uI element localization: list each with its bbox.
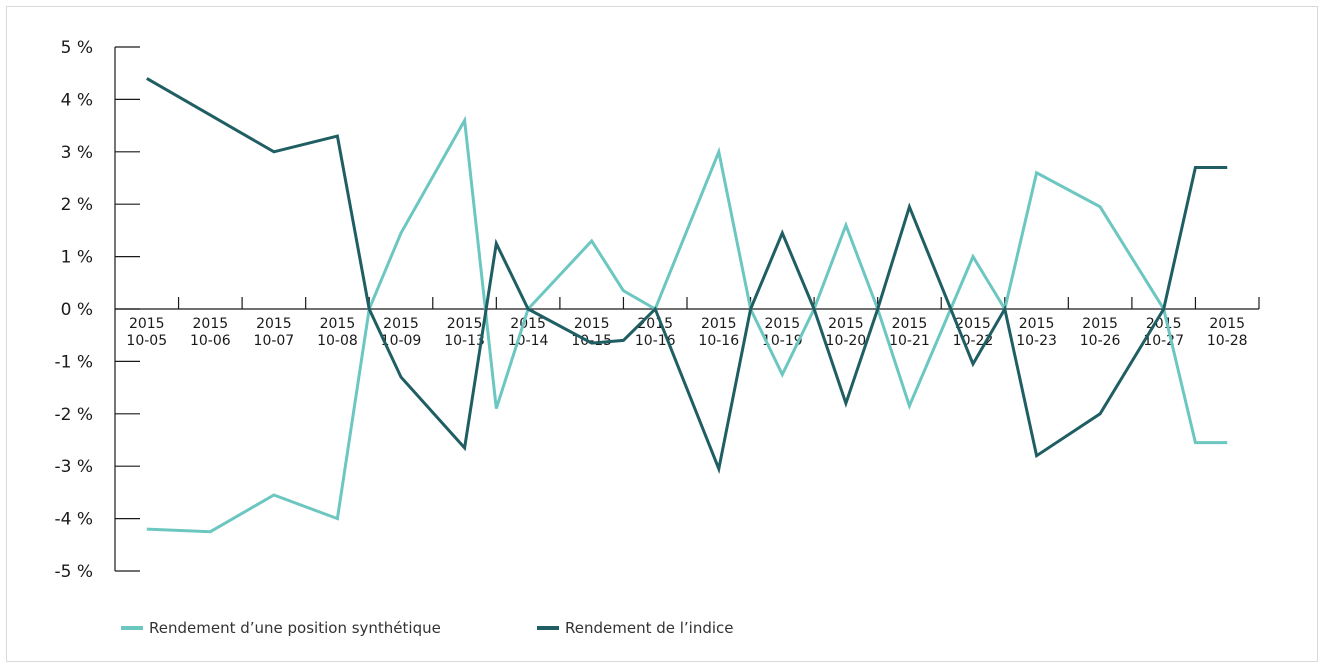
x-tick-label-date: 10-14 — [508, 333, 549, 349]
x-tick-label-year: 2015 — [1082, 316, 1118, 332]
y-tick-label: 3 % — [61, 143, 93, 163]
x-tick-label-date: 10-07 — [254, 333, 295, 349]
x-tick-label-date: 10-27 — [1143, 333, 1184, 349]
x-tick-label-year: 2015 — [129, 316, 165, 332]
x-tick-label-date: 10-05 — [126, 333, 167, 349]
x-tick-label-year: 2015 — [1019, 316, 1055, 332]
x-tick-label-year: 2015 — [256, 316, 292, 332]
y-tick-label: -1 % — [54, 352, 93, 372]
x-tick-label-date: 10-13 — [444, 333, 485, 349]
y-tick-label: 1 % — [61, 248, 93, 268]
legend-label-2: Rendement de l’indice — [565, 619, 734, 637]
x-tick-label-date: 10-23 — [1016, 333, 1057, 349]
series-line-1 — [146, 115, 1228, 534]
y-tick-label: -2 % — [54, 405, 93, 425]
y-tick-label: 4 % — [61, 90, 93, 110]
x-tick-label-date: 10-21 — [889, 333, 930, 349]
y-tick-label: 0 % — [61, 300, 93, 320]
x-tick-label-year: 2015 — [828, 316, 864, 332]
x-tick-label-year: 2015 — [637, 316, 673, 332]
y-tick-label: 5 % — [61, 38, 93, 58]
x-tick-label-date: 10-26 — [1080, 333, 1121, 349]
y-tick-label: -4 % — [54, 510, 93, 530]
x-tick-label-date: 10-20 — [826, 333, 867, 349]
y-axis: 5 % 4 % 3 % 2 % 1 % 0 % -1 % -2 % -3 % -4 % -5 % — [54, 38, 140, 582]
line-chart: 5 % 4 % 3 % 2 % 1 % 0 % -1 % -2 % -3 % -4 % -5 % 2… — [54, 38, 1260, 637]
y-tick-label: 2 % — [61, 195, 93, 215]
x-tick-label-year: 2015 — [1146, 316, 1182, 332]
series-line-2 — [146, 77, 1228, 475]
x-tick-label-year: 2015 — [1209, 316, 1245, 332]
x-axis: 201510-05201510-06201510-07201510-082015… — [115, 297, 1260, 349]
x-tick-label-date: 10-16 — [698, 333, 739, 349]
x-tick-label-year: 2015 — [701, 316, 737, 332]
x-tick-label-date: 10-19 — [762, 333, 803, 349]
legend-label-1: Rendement d’une position synthétique — [149, 619, 441, 637]
x-tick-label-year: 2015 — [510, 316, 546, 332]
x-tick-label-year: 2015 — [320, 316, 356, 332]
x-tick-label-date: 10-08 — [317, 333, 358, 349]
chart-frame: 5 % 4 % 3 % 2 % 1 % 0 % -1 % -2 % -3 % -4 % -5 % 2… — [6, 6, 1318, 662]
series-lines — [146, 77, 1228, 534]
x-tick-label-year: 2015 — [383, 316, 419, 332]
x-tick-label-date: 10-09 — [381, 333, 422, 349]
x-tick-label-date: 10-28 — [1207, 333, 1248, 349]
legend: Rendement d’une position synthétique Rend… — [121, 619, 734, 637]
x-tick-label-year: 2015 — [574, 316, 610, 332]
x-tick-label-year: 2015 — [765, 316, 801, 332]
x-tick-label-year: 2015 — [447, 316, 483, 332]
y-tick-label: -3 % — [54, 457, 93, 477]
x-tick-label-year: 2015 — [193, 316, 229, 332]
y-tick-label: -5 % — [54, 562, 93, 582]
x-tick-label-year: 2015 — [892, 316, 928, 332]
x-tick-label-year: 2015 — [955, 316, 991, 332]
x-tick-label-date: 10-06 — [190, 333, 231, 349]
